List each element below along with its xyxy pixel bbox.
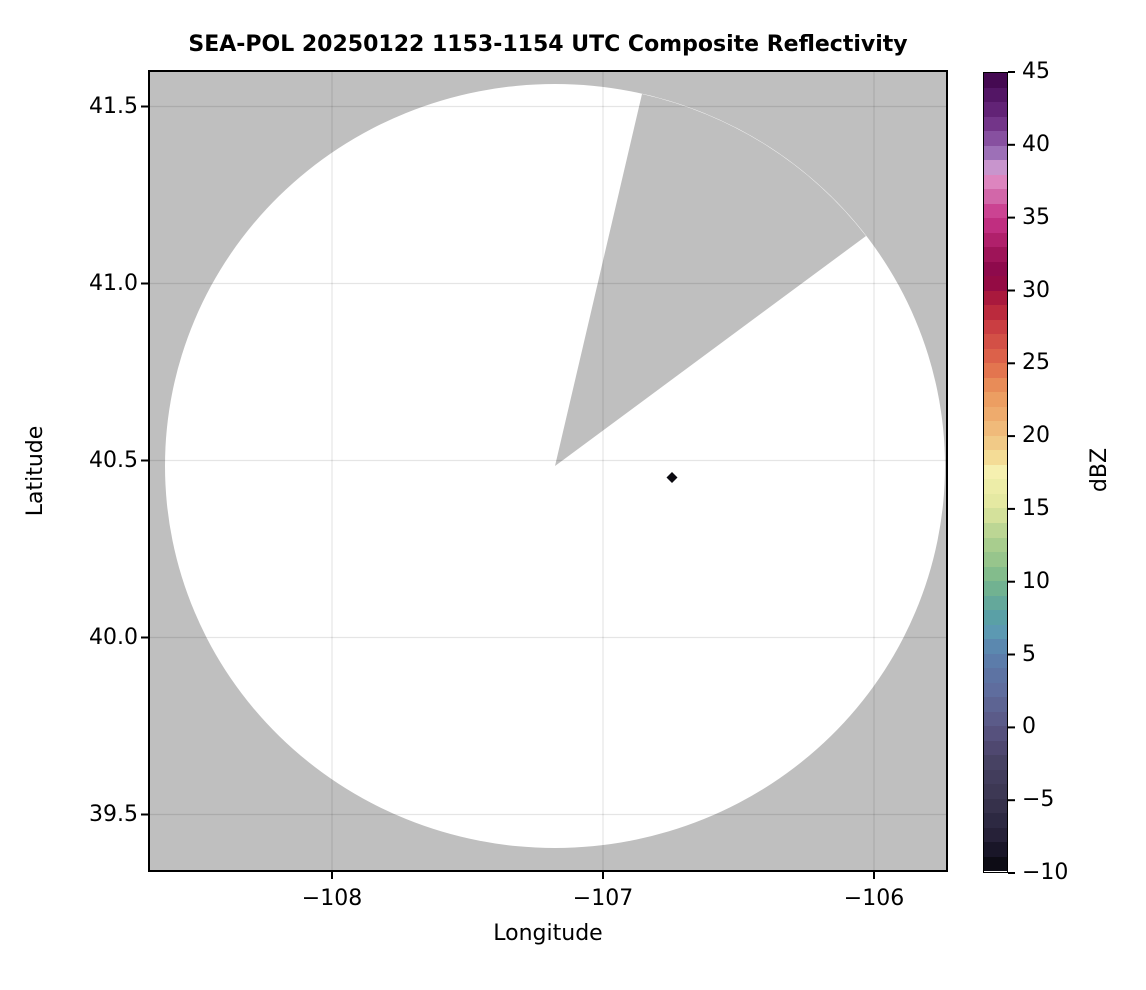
colorbar-step bbox=[984, 566, 1007, 582]
colorbar-step bbox=[984, 624, 1007, 640]
colorbar-step bbox=[984, 290, 1007, 306]
colorbar-step bbox=[984, 479, 1007, 494]
colorbar-tick-label: 0 bbox=[1022, 714, 1036, 740]
x-tick-label: −107 bbox=[572, 886, 634, 911]
colorbar-step bbox=[984, 464, 1007, 480]
colorbar-step bbox=[984, 189, 1007, 204]
colorbar-step bbox=[984, 160, 1007, 175]
colorbar-gradient bbox=[983, 72, 1008, 873]
colorbar-step bbox=[984, 450, 1007, 465]
colorbar-step bbox=[984, 798, 1007, 814]
colorbar-step bbox=[984, 276, 1007, 291]
y-tick-label: 39.5 bbox=[89, 801, 138, 827]
colorbar-step bbox=[984, 377, 1007, 393]
colorbar-step bbox=[984, 334, 1007, 349]
colorbar-step bbox=[984, 639, 1007, 654]
colorbar-tick-label: −5 bbox=[1022, 787, 1055, 813]
y-tick-label: 41.0 bbox=[89, 270, 138, 296]
colorbar-step bbox=[984, 247, 1007, 262]
colorbar-step bbox=[984, 493, 1007, 509]
colorbar-step bbox=[984, 668, 1007, 683]
colorbar-step bbox=[984, 711, 1007, 727]
colorbar-step bbox=[984, 261, 1007, 277]
colorbar-tick-label: 15 bbox=[1022, 495, 1050, 521]
colorbar-step bbox=[984, 827, 1007, 843]
colorbar-step bbox=[984, 116, 1007, 132]
y-axis-ticks bbox=[141, 105, 149, 816]
x-tick-label: −108 bbox=[301, 886, 363, 911]
colorbar-step bbox=[984, 813, 1007, 828]
blocked-sector-wedge bbox=[555, 94, 866, 466]
colorbar-ticks bbox=[1008, 71, 1015, 874]
colorbar-tick-label: 40 bbox=[1022, 131, 1050, 157]
y-tick-label: 40.5 bbox=[89, 447, 138, 473]
colorbar-tick-label: 10 bbox=[1022, 568, 1050, 594]
colorbar-step bbox=[984, 508, 1007, 523]
colorbar-step bbox=[984, 203, 1007, 219]
colorbar-tick-label: 20 bbox=[1022, 423, 1050, 449]
colorbar-step bbox=[984, 856, 1007, 872]
colorbar-step bbox=[984, 145, 1007, 161]
colorbar-tick-label: 45 bbox=[1022, 59, 1050, 84]
colorbar-step bbox=[984, 697, 1007, 712]
colorbar-step bbox=[984, 581, 1007, 596]
colorbar-step bbox=[984, 740, 1007, 756]
colorbar-step bbox=[984, 610, 1007, 625]
colorbar-step bbox=[984, 392, 1007, 407]
colorbar-step bbox=[984, 73, 1007, 88]
colorbar-step bbox=[984, 755, 1007, 770]
colorbar-step bbox=[984, 653, 1007, 669]
y-tick-label: 40.0 bbox=[89, 624, 138, 650]
colorbar-step bbox=[984, 232, 1007, 248]
colorbar-step bbox=[984, 682, 1007, 698]
colorbar-tick-label: 25 bbox=[1022, 350, 1050, 376]
colorbar-step bbox=[984, 552, 1007, 567]
colorbar-step bbox=[984, 595, 1007, 611]
colorbar-tick-label: −10 bbox=[1022, 860, 1069, 885]
y-tick-label: 41.5 bbox=[89, 93, 138, 119]
colorbar-tick-label: 35 bbox=[1022, 204, 1050, 230]
colorbar-tick-label: 30 bbox=[1022, 277, 1050, 303]
colorbar-step bbox=[984, 784, 1007, 799]
colorbar-step bbox=[984, 319, 1007, 335]
x-axis-ticks bbox=[331, 871, 875, 879]
colorbar-step bbox=[984, 537, 1007, 553]
colorbar-step bbox=[984, 435, 1007, 451]
x-tick-label: −106 bbox=[843, 886, 905, 911]
colorbar-step bbox=[984, 363, 1007, 378]
colorbar-step bbox=[984, 406, 1007, 422]
colorbar-step bbox=[984, 769, 1007, 785]
echo-diamond-marker bbox=[666, 472, 678, 483]
colorbar-step bbox=[984, 174, 1007, 190]
colorbar-step bbox=[984, 421, 1007, 436]
plot-title: SEA-POL 20250122 1153-1154 UTC Composite… bbox=[188, 32, 908, 57]
colorbar-tick-label: 5 bbox=[1022, 641, 1036, 667]
colorbar-step bbox=[984, 87, 1007, 103]
colorbar-step bbox=[984, 348, 1007, 364]
plot-frame bbox=[148, 70, 948, 872]
colorbar-step bbox=[984, 131, 1007, 146]
colorbar-step bbox=[984, 842, 1007, 857]
colorbar-step bbox=[984, 305, 1007, 320]
x-axis-label: Longitude bbox=[493, 921, 603, 946]
colorbar-step bbox=[984, 102, 1007, 117]
colorbar-step bbox=[984, 218, 1007, 233]
colorbar-step bbox=[984, 726, 1007, 741]
colorbar-step bbox=[984, 522, 1007, 538]
gridlines bbox=[149, 71, 947, 871]
